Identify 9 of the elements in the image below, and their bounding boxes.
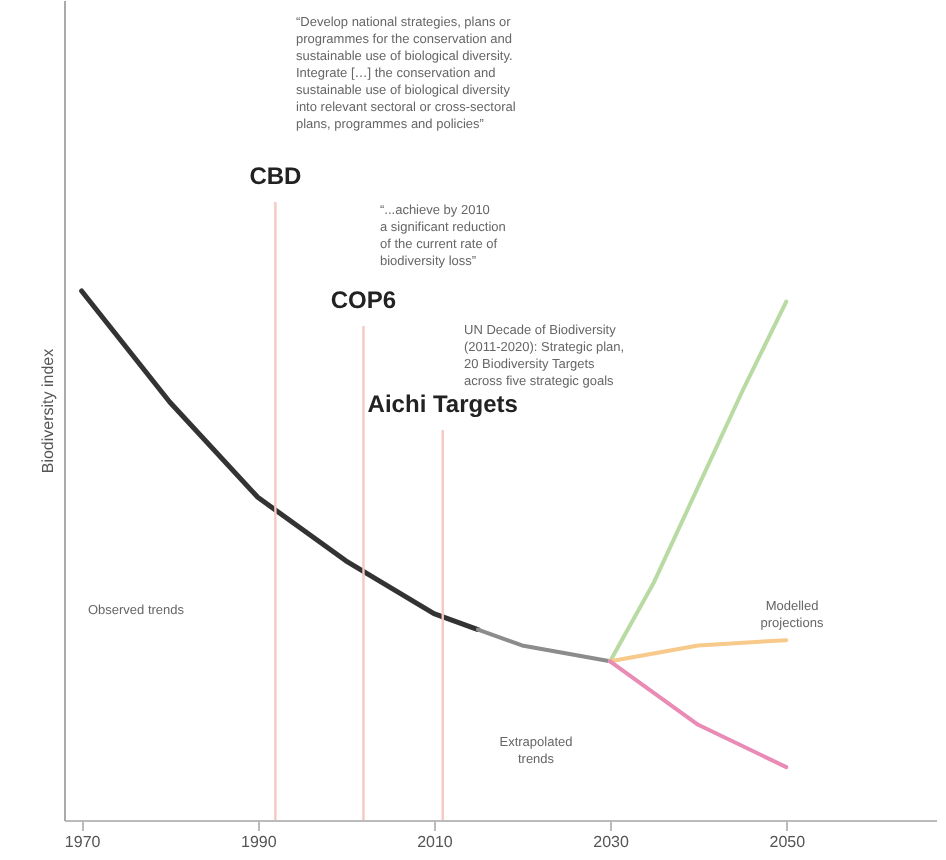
x-tick-label: 1990 bbox=[240, 833, 278, 851]
x-tick-label: 2030 bbox=[593, 833, 630, 851]
ref-line-label: CBD bbox=[249, 162, 303, 190]
x-tick-label: 2050 bbox=[769, 833, 807, 851]
ref-line-label: Aichi Targets bbox=[367, 390, 519, 418]
ref-line-label: COP6 bbox=[330, 286, 397, 314]
y-axis-title: Biodiversity index bbox=[39, 348, 57, 474]
x-tick-label: 1970 bbox=[64, 833, 102, 851]
x-tick-label: 2010 bbox=[417, 833, 454, 851]
